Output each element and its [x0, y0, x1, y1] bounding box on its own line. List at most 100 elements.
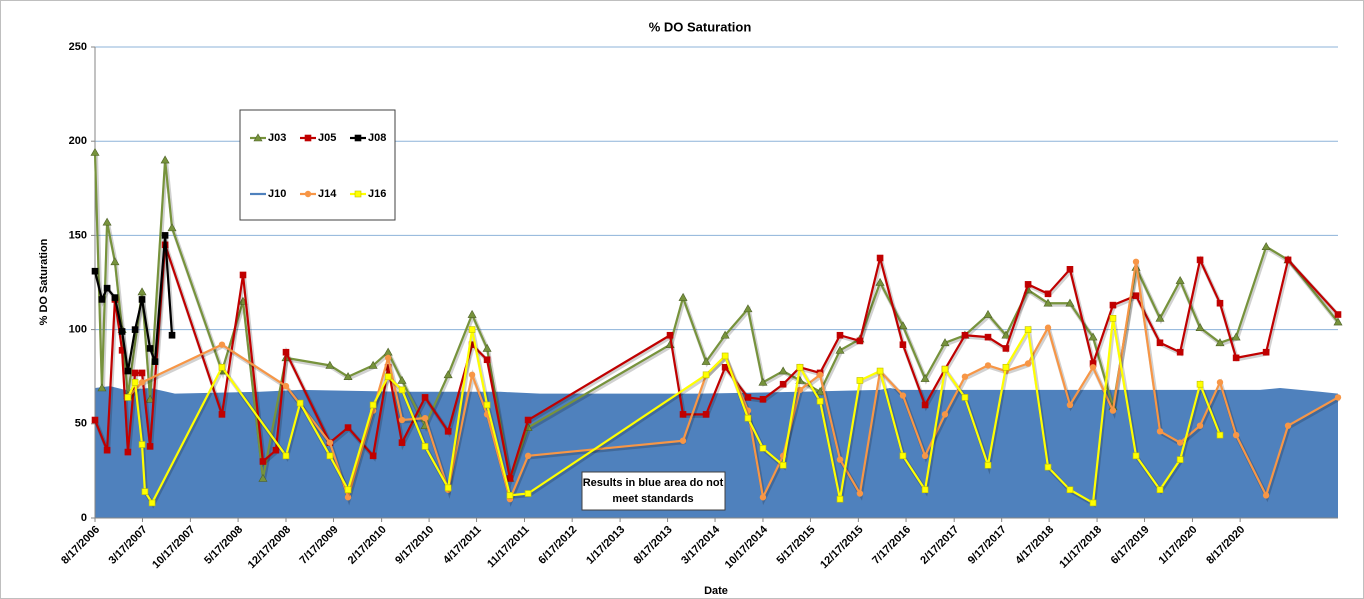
- marker: [111, 294, 119, 301]
- marker: [90, 147, 100, 156]
- marker: [138, 369, 146, 377]
- marker: [131, 369, 139, 377]
- marker: [124, 367, 132, 375]
- marker: [421, 394, 429, 401]
- marker: [239, 271, 247, 279]
- marker: [1109, 301, 1117, 309]
- marker: [961, 394, 969, 401]
- marker: [1024, 326, 1032, 333]
- marker: [218, 363, 226, 371]
- marker: [875, 277, 885, 286]
- y-tick-label: 200: [69, 135, 87, 147]
- marker: [98, 296, 106, 303]
- marker: [1232, 431, 1240, 439]
- marker: [744, 394, 752, 401]
- marker: [1089, 499, 1097, 507]
- legend-marker: [304, 134, 312, 142]
- marker: [1089, 364, 1097, 371]
- marker: [161, 232, 169, 239]
- marker: [282, 348, 290, 356]
- marker: [1216, 379, 1224, 386]
- marker: [1333, 317, 1343, 326]
- marker: [1109, 407, 1117, 414]
- marker: [835, 345, 845, 354]
- marker: [506, 492, 514, 499]
- legend-label: J08: [368, 132, 386, 144]
- marker: [218, 411, 226, 418]
- marker: [282, 452, 290, 460]
- marker: [941, 365, 949, 373]
- marker: [145, 394, 155, 403]
- marker: [282, 382, 290, 390]
- marker: [369, 452, 377, 460]
- marker: [1156, 428, 1164, 435]
- legend-marker: [304, 190, 312, 198]
- marker: [1195, 323, 1205, 332]
- marker: [836, 495, 844, 503]
- marker: [138, 379, 146, 386]
- marker: [983, 309, 993, 318]
- y-tick-label: 250: [69, 41, 87, 53]
- marker: [218, 341, 226, 348]
- marker: [836, 331, 844, 339]
- marker: [1176, 439, 1184, 446]
- marker: [1156, 339, 1164, 347]
- marker: [721, 352, 729, 360]
- marker: [483, 356, 491, 364]
- marker: [326, 439, 334, 446]
- marker: [344, 424, 352, 431]
- marker: [118, 328, 126, 335]
- marker: [921, 401, 929, 409]
- marker: [167, 223, 177, 232]
- marker: [1216, 299, 1224, 307]
- marker: [720, 330, 730, 339]
- legend-label: J16: [368, 188, 386, 200]
- marker: [758, 377, 768, 386]
- marker: [1002, 363, 1010, 371]
- y-tick-label: 100: [69, 324, 87, 336]
- marker: [91, 267, 99, 275]
- y-axis-label: % DO Saturation: [38, 238, 50, 325]
- annotation-text: meet standards: [612, 493, 693, 505]
- marker: [369, 401, 377, 409]
- marker: [702, 371, 710, 379]
- marker: [344, 486, 352, 494]
- legend-label: J03: [268, 132, 286, 144]
- marker: [1196, 422, 1204, 429]
- marker: [467, 309, 477, 318]
- marker: [759, 494, 767, 501]
- marker: [856, 377, 864, 384]
- marker: [146, 345, 154, 352]
- marker: [898, 321, 908, 330]
- marker: [110, 257, 120, 266]
- marker: [131, 379, 139, 386]
- legend-marker: [354, 190, 362, 198]
- marker: [984, 461, 992, 469]
- marker: [1262, 348, 1270, 356]
- marker: [1024, 360, 1032, 367]
- marker: [876, 367, 884, 375]
- annotation-box: [581, 471, 726, 511]
- marker: [679, 411, 687, 418]
- marker: [91, 416, 99, 424]
- marker: [1024, 281, 1032, 288]
- marker: [151, 358, 159, 365]
- marker: [384, 373, 392, 381]
- marker: [344, 494, 352, 501]
- marker: [137, 287, 147, 296]
- marker: [421, 443, 429, 450]
- y-tick-label: 50: [75, 418, 87, 430]
- marker: [168, 331, 176, 339]
- marker: [679, 437, 687, 444]
- marker: [483, 401, 491, 409]
- series-line: [127, 260, 1339, 501]
- marker: [468, 326, 476, 333]
- marker: [524, 490, 532, 497]
- marker: [836, 456, 844, 463]
- marker: [856, 490, 864, 497]
- x-axis-label: Date: [704, 585, 728, 597]
- marker: [1175, 276, 1185, 284]
- marker: [796, 386, 804, 394]
- marker: [1262, 492, 1270, 499]
- marker: [899, 452, 907, 460]
